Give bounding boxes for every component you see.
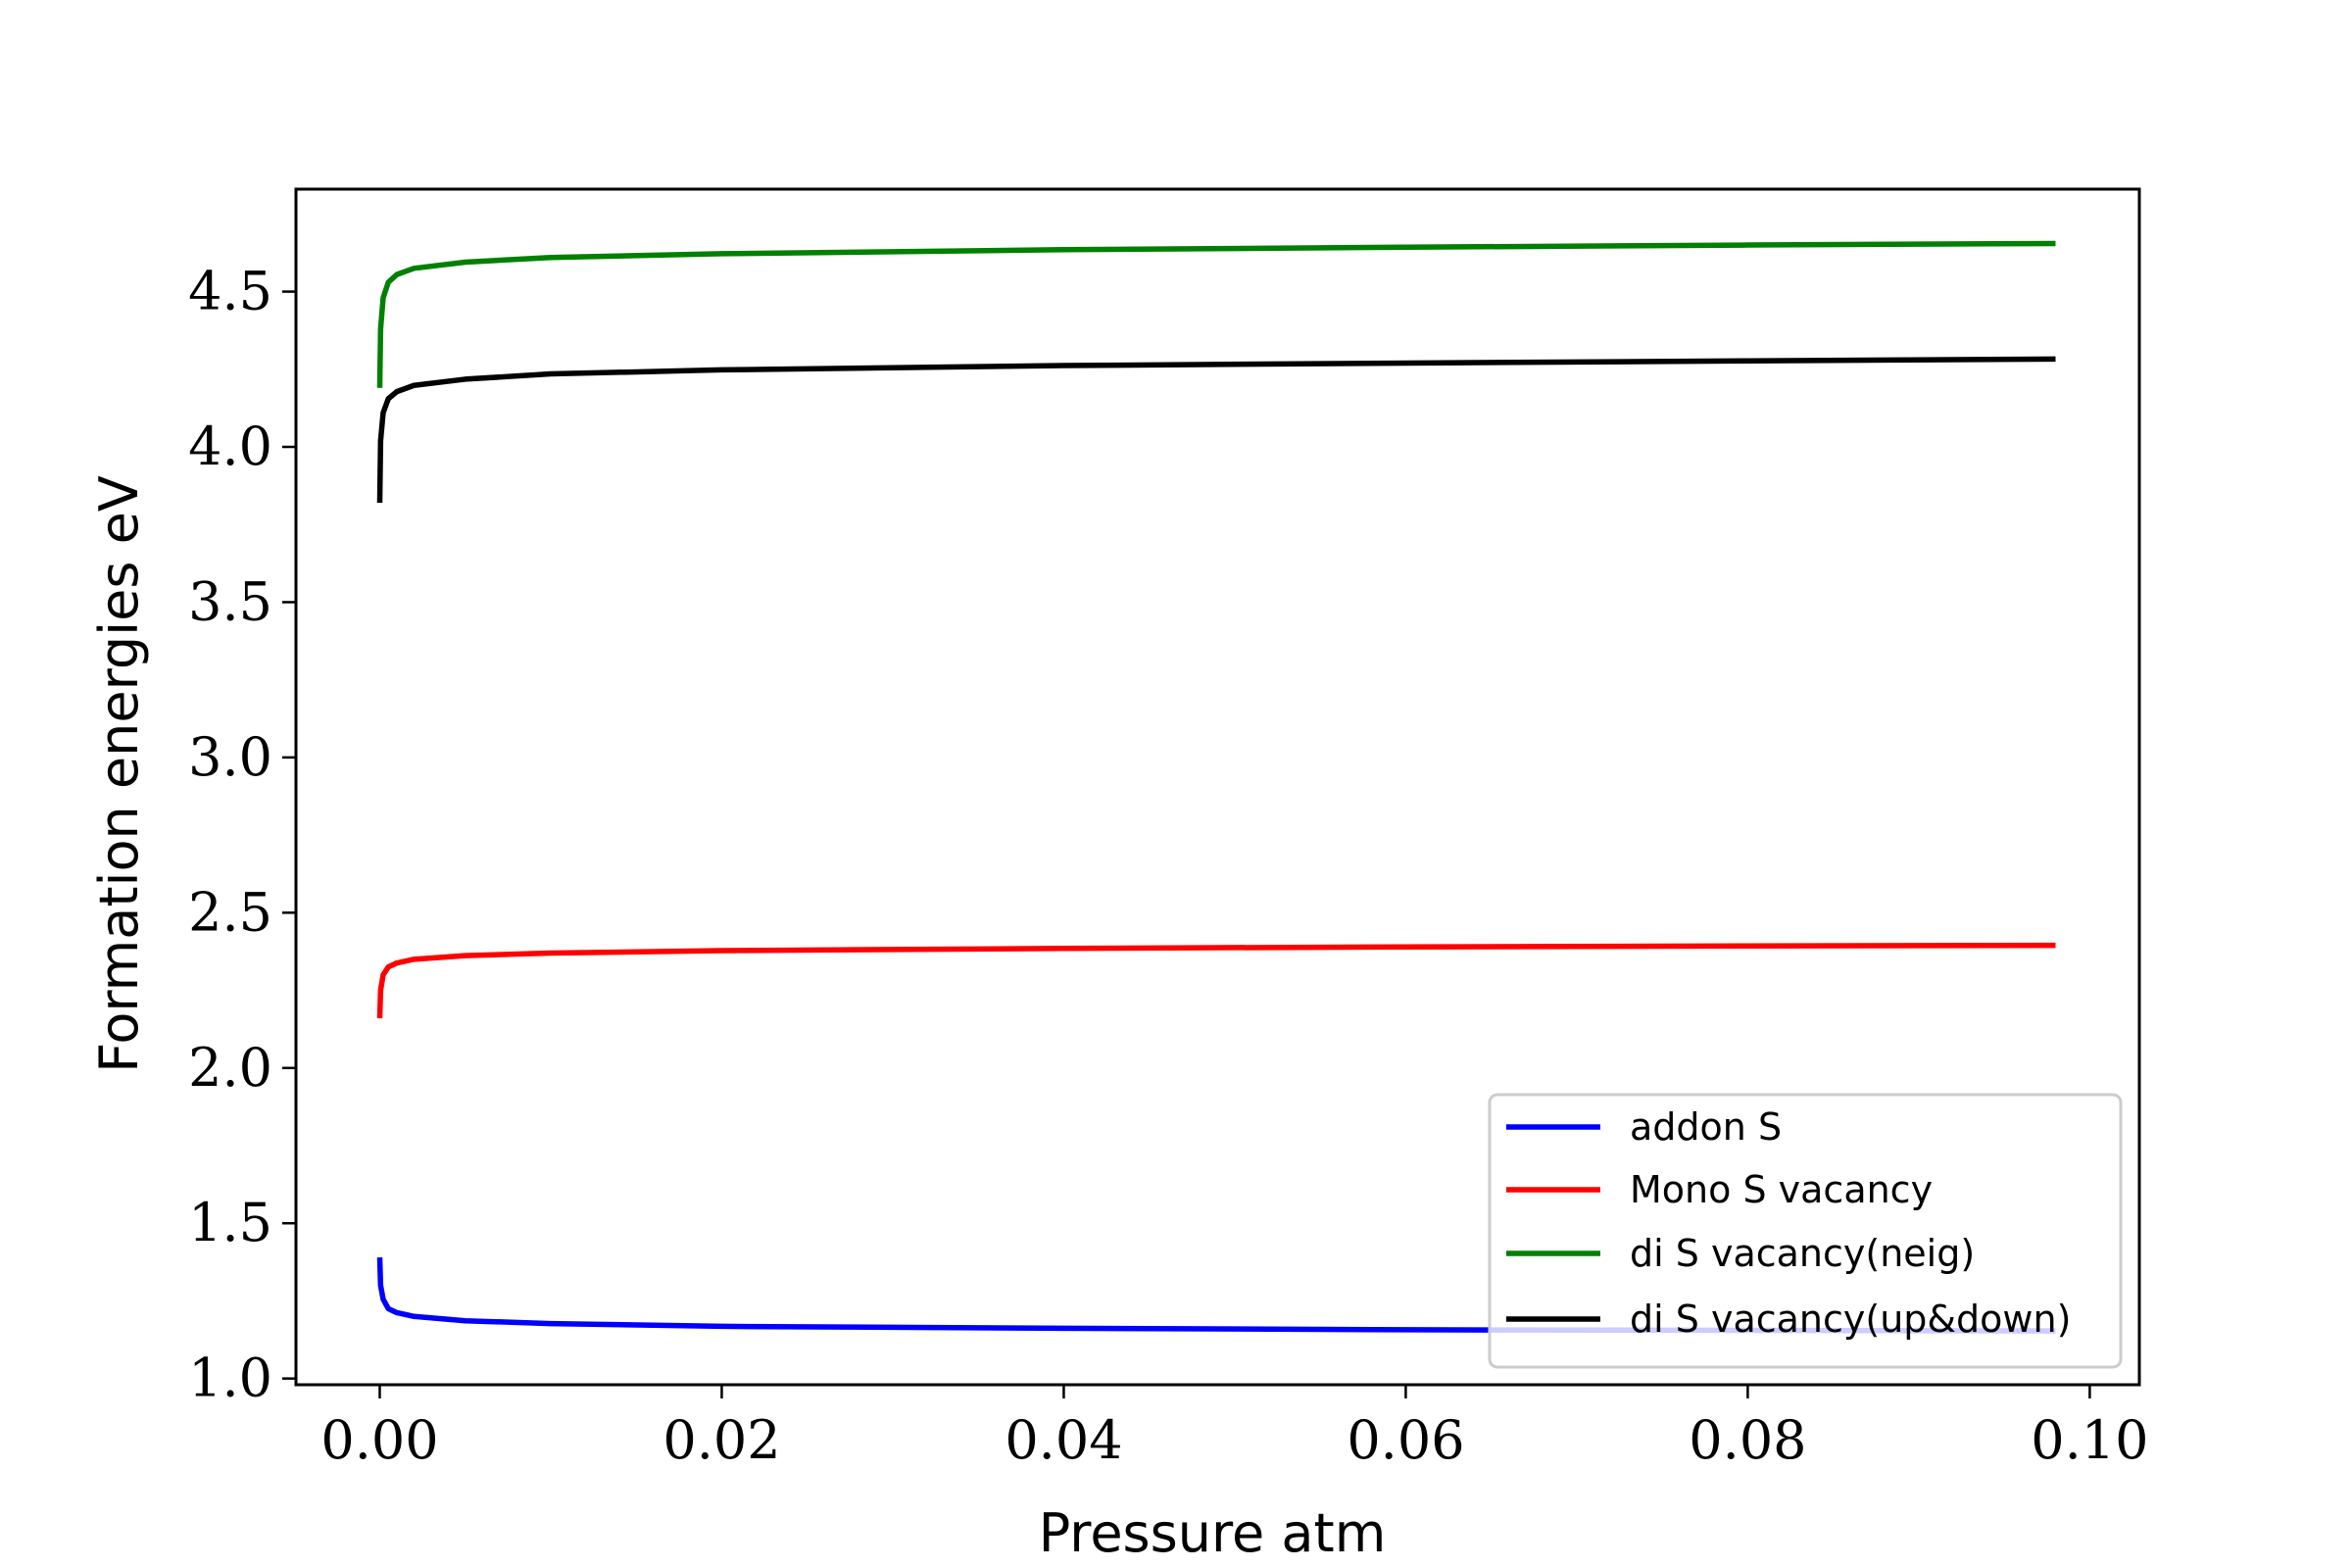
plot-axes [294, 187, 2141, 1387]
x-tick-label: 0.06 [1347, 1409, 1464, 1471]
series-line-4 [376, 356, 2056, 504]
y-tick-label: 4.0 [188, 416, 272, 477]
series-line-2 [376, 942, 2056, 1019]
y-tick-label: 4.5 [188, 261, 272, 322]
legend-label: di S vacancy(neig) [1630, 1232, 1975, 1275]
x-axis-label: Pressure atm [1039, 1502, 1387, 1564]
y-axis-label: Formation energies eV [88, 475, 150, 1073]
legend-label: di S vacancy(up&down) [1630, 1298, 2071, 1341]
series-line-1 [376, 1256, 2056, 1334]
x-tick-label: 0.08 [1689, 1409, 1806, 1471]
legend-label: addon S [1630, 1105, 1782, 1149]
x-tick-label: 0.00 [320, 1409, 438, 1471]
legend-label: Mono S vacancy [1630, 1168, 1933, 1211]
series-lines [376, 240, 2056, 1334]
x-tick-label: 0.04 [1004, 1409, 1122, 1471]
plot-frame [294, 187, 2141, 1387]
legend-box [1488, 1093, 2123, 1369]
y-tick-label: 2.0 [188, 1037, 272, 1099]
series-line-3 [376, 240, 2056, 388]
y-tick-label: 2.5 [188, 881, 272, 943]
y-tick-label: 1.0 [188, 1348, 272, 1409]
x-tick-label: 0.10 [2031, 1409, 2148, 1471]
y-axis-ticks: 1.0 1.5 2.0 2.5 3.0 3.5 4.0 4.5 [188, 261, 296, 1409]
y-tick-label: 3.5 [188, 570, 272, 632]
y-tick-label: 3.0 [188, 726, 272, 788]
legend: addon S Mono S vacancy di S vacancy(neig) d… [1488, 1093, 2123, 1369]
x-tick-label: 0.02 [662, 1409, 780, 1471]
x-axis-ticks: 0.00 0.02 0.04 0.06 0.08 0.10 [320, 1385, 2149, 1471]
y-tick-label: 1.5 [188, 1192, 272, 1253]
